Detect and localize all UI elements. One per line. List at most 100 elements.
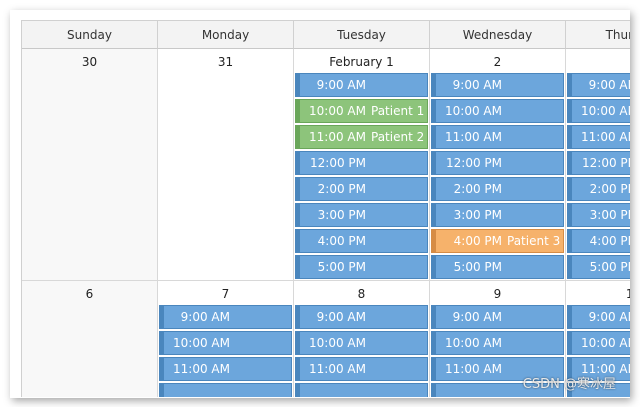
appointment-slot[interactable]: 3:00 PM <box>295 203 428 227</box>
appointment-slot[interactable]: 9:00 AM <box>431 305 564 329</box>
slot-time: 4:00 PM <box>317 234 366 248</box>
appointment-slot[interactable]: 3:00 PM <box>431 203 564 227</box>
slot-time: 11:00 AM <box>309 362 366 376</box>
appointment-slot[interactable]: 12:00 PM <box>295 151 428 175</box>
appointment-slot[interactable]: 9:00 AM <box>295 73 428 97</box>
slot-time: 9:00 AM <box>452 78 502 92</box>
slot-time: 11:00 AM <box>173 362 230 376</box>
appointment-slot[interactable]: 11:00 AM <box>431 125 564 149</box>
slot-time: 3:00 PM <box>589 208 630 222</box>
day-header-wednesday: Wednesday <box>430 21 566 49</box>
watermark: CSDN @寒冰屋 <box>522 377 616 392</box>
day-cell[interactable]: February 1 9:00 AM 10:00 AM Patient 1 11:00 … <box>294 49 430 281</box>
day-number: 6 <box>85 287 94 301</box>
appointment-slot[interactable]: 2:00 PM <box>567 177 630 201</box>
appointment-slot[interactable]: 9:00 AM <box>159 305 292 329</box>
slot-time: 5:00 PM <box>589 260 630 274</box>
appointment-slot[interactable]: 4:00 PM <box>567 229 630 253</box>
appointment-slot[interactable] <box>295 383 428 397</box>
appointment-slot[interactable]: 9:00 AM <box>567 305 630 329</box>
slot-time: 5:00 PM <box>453 260 502 274</box>
slot-time: 11:00 AM <box>309 130 366 144</box>
appointment-slot[interactable]: 4:00 PM <box>295 229 428 253</box>
slot-time: 12:00 PM <box>446 156 502 170</box>
appointment-slot[interactable]: 3:00 PM <box>567 203 630 227</box>
slot-time: 11:00 AM <box>581 362 630 376</box>
day-cell[interactable]: 31 <box>158 49 294 281</box>
day-cell[interactable]: 9 9:00 AM 10:00 AM 11:00 AM <box>430 281 566 397</box>
slot-time: 10:00 AM <box>445 336 502 350</box>
day-cell[interactable]: 10 9:00 AM 10:00 AM 11:00 AM <box>566 281 630 397</box>
day-number: 30 <box>81 55 98 69</box>
appointment-slot[interactable]: 9:00 AM <box>431 73 564 97</box>
day-number: February 1 <box>329 55 394 69</box>
day-number: 10 <box>566 281 630 305</box>
appointment-slot[interactable]: 10:00 AM <box>295 331 428 355</box>
appointment-slot[interactable]: 4:00 PM Patient 3 <box>431 229 564 253</box>
appointment-slot[interactable]: 9:00 AM <box>295 305 428 329</box>
appointment-slot[interactable]: 10:00 AM <box>567 99 630 123</box>
slot-time: 10:00 AM <box>173 336 230 350</box>
day-number: 8 <box>357 287 366 301</box>
appointment-slot[interactable]: 5:00 PM <box>567 255 630 279</box>
appointment-slot[interactable]: 11:00 AM <box>295 357 428 381</box>
slot-time: 5:00 PM <box>317 260 366 274</box>
day-cell[interactable]: 2 9:00 AM 10:00 AM 11:00 AM 12:00 PM 2:00 PM 3… <box>430 49 566 281</box>
day-cell[interactable]: 30 <box>22 49 158 281</box>
day-cell[interactable]: 7 9:00 AM 10:00 AM 11:00 AM <box>158 281 294 397</box>
appointment-slot[interactable]: 5:00 PM <box>431 255 564 279</box>
slot-time: 2:00 PM <box>589 182 630 196</box>
appointment-slot[interactable] <box>567 383 630 397</box>
appointment-slot[interactable]: 11:00 AM Patient 2 <box>295 125 428 149</box>
day-header-monday: Monday <box>158 21 294 49</box>
appointment-slot[interactable]: 10:00 AM <box>431 99 564 123</box>
slot-time: 2:00 PM <box>453 182 502 196</box>
appointment-slot[interactable]: 11:00 AM <box>567 125 630 149</box>
day-number: 2 <box>493 55 502 69</box>
appointment-slot[interactable]: 9:00 AM <box>567 73 630 97</box>
day-header-thursday: Thursday <box>566 21 630 49</box>
appointment-slot[interactable]: 2:00 PM <box>295 177 428 201</box>
slot-time: 12:00 PM <box>582 156 630 170</box>
appointment-slot[interactable]: 10:00 AM <box>159 331 292 355</box>
day-number: 9 <box>493 287 502 301</box>
appointment-slot[interactable]: 10:00 AM Patient 1 <box>295 99 428 123</box>
patient-name: Patient 1 <box>371 104 425 118</box>
appointment-slot[interactable]: 11:00 AM <box>431 357 564 381</box>
day-number: 7 <box>221 287 230 301</box>
day-header-tuesday: Tuesday <box>294 21 430 49</box>
appointment-slot[interactable]: 5:00 PM <box>295 255 428 279</box>
slot-time: 9:00 AM <box>588 78 630 92</box>
patient-name: Patient 3 <box>507 234 561 248</box>
slot-time: 12:00 PM <box>310 156 366 170</box>
slot-time: 3:00 PM <box>317 208 366 222</box>
day-number: 31 <box>217 55 234 69</box>
day-cell[interactable]: 6 <box>22 281 158 397</box>
slot-time: 4:00 PM <box>453 234 502 248</box>
appointment-slot[interactable]: 10:00 AM <box>567 331 630 355</box>
slot-time: 9:00 AM <box>180 310 230 324</box>
slot-time: 10:00 AM <box>309 104 366 118</box>
day-cell[interactable]: 8 9:00 AM 10:00 AM 11:00 AM <box>294 281 430 397</box>
slot-time: 9:00 AM <box>316 310 366 324</box>
appointment-slot[interactable]: 2:00 PM <box>431 177 564 201</box>
appointment-slot[interactable]: 11:00 AM <box>567 357 630 381</box>
appointment-slot[interactable]: 12:00 PM <box>431 151 564 175</box>
appointment-slot[interactable]: 11:00 AM <box>159 357 292 381</box>
slot-time: 2:00 PM <box>317 182 366 196</box>
appointment-slot[interactable]: 12:00 PM <box>567 151 630 175</box>
slot-time: 9:00 AM <box>452 310 502 324</box>
day-number: 3 <box>566 49 631 73</box>
slot-time: 9:00 AM <box>588 310 630 324</box>
appointment-slot[interactable] <box>431 383 564 397</box>
slot-time: 11:00 AM <box>445 362 502 376</box>
slot-time: 3:00 PM <box>453 208 502 222</box>
appointment-slot[interactable]: 10:00 AM <box>431 331 564 355</box>
slot-time: 9:00 AM <box>316 78 366 92</box>
slot-time: 11:00 AM <box>445 130 502 144</box>
slot-time: 11:00 AM <box>581 130 630 144</box>
day-cell[interactable]: 3 9:00 AM 10:00 AM 11:00 AM 12:00 PM 2:00 PM 3… <box>566 49 630 281</box>
day-header-sunday: Sunday <box>22 21 158 49</box>
appointment-slot[interactable] <box>159 383 292 397</box>
slot-time: 10:00 AM <box>309 336 366 350</box>
